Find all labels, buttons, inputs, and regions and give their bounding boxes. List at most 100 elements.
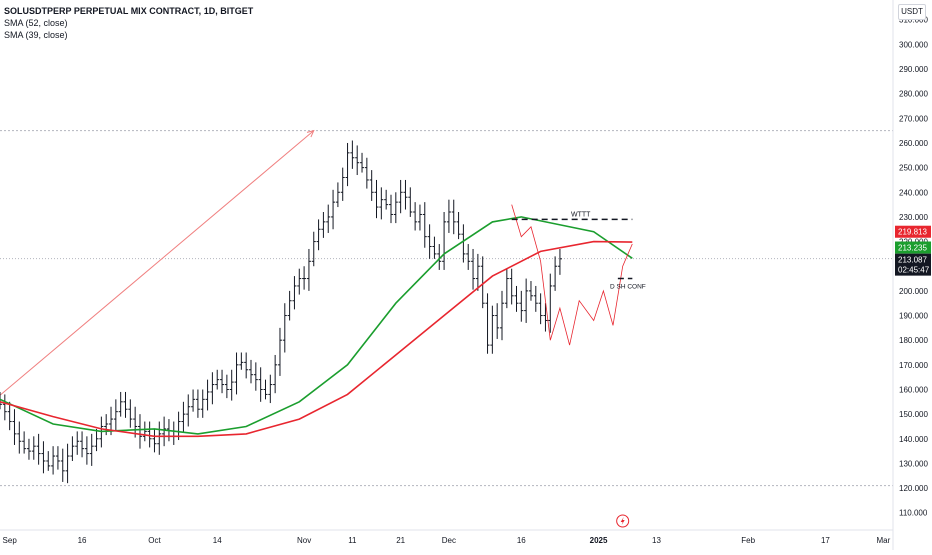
ohlc-bar xyxy=(152,428,157,453)
ohlc-bar xyxy=(437,244,442,270)
ohlc-bar xyxy=(258,367,263,402)
ohlc-bar xyxy=(292,276,297,310)
ohlc-bar xyxy=(200,389,205,418)
ohlc-bar xyxy=(345,142,350,187)
ohlc-bar xyxy=(504,268,509,309)
sma52-line xyxy=(0,240,633,438)
x-tick-label: 2025 xyxy=(590,536,608,545)
ohlc-bar xyxy=(408,187,413,217)
ohlc-bar xyxy=(509,268,514,305)
ohlc-bar xyxy=(55,446,60,470)
ohlc-bar xyxy=(41,441,46,474)
ohlc-bar xyxy=(355,145,360,176)
ohlc-bar xyxy=(500,290,505,341)
ohlc-bar xyxy=(417,204,422,231)
ohlc-bar xyxy=(123,391,128,418)
x-tick-label: 16 xyxy=(517,536,526,545)
ohlc-bar xyxy=(0,391,2,410)
ohlc-bar xyxy=(306,248,311,291)
y-tick-label: 290.000 xyxy=(899,65,928,74)
sma39-legend[interactable]: SMA (39, close) xyxy=(4,30,68,40)
sma52-legend[interactable]: SMA (52, close) xyxy=(4,18,68,28)
trend-arrow-head xyxy=(306,129,315,138)
ohlc-bar xyxy=(51,446,56,475)
y-tick-label: 200.000 xyxy=(899,287,928,296)
ohlc-bar xyxy=(427,224,432,259)
last-price-label: 213.087 xyxy=(898,256,927,265)
ohlc-bar xyxy=(302,266,307,290)
ohlc-bar xyxy=(514,285,519,312)
ohlc-bar xyxy=(36,433,41,465)
x-tick-label: 13 xyxy=(652,536,661,545)
ohlc-bar xyxy=(524,278,529,323)
ohlc-bar xyxy=(84,436,89,465)
x-tick-label: 21 xyxy=(396,536,405,545)
ohlc-bar xyxy=(553,256,558,291)
ohlc-bar xyxy=(253,362,258,391)
ohlc-bar xyxy=(128,399,133,428)
ohlc-bar xyxy=(89,433,94,466)
ohlc-bar xyxy=(331,189,336,230)
ohlc-bar xyxy=(398,179,403,214)
ohlc-bar xyxy=(273,354,278,394)
y-tick-label: 170.000 xyxy=(899,361,928,370)
ohlc-bar xyxy=(181,401,186,433)
ohlc-bar xyxy=(384,189,389,210)
ohlc-bar xyxy=(490,305,495,354)
ohlc-bar xyxy=(162,416,167,447)
y-tick-label: 240.000 xyxy=(899,188,928,197)
ohlc-bar xyxy=(31,436,36,460)
ohlc-bar xyxy=(220,369,225,394)
ohlc-bar xyxy=(7,401,12,431)
ohlc-bar xyxy=(369,170,374,201)
ohlc-bar xyxy=(70,436,75,461)
ohlc-bar xyxy=(282,303,287,353)
ohlc-bar xyxy=(316,219,321,251)
ohlc-bar xyxy=(287,290,292,321)
countdown-label: 02:45:47 xyxy=(898,266,930,275)
ohlc-bar xyxy=(195,389,200,418)
ohlc-bar xyxy=(422,202,427,248)
ohlc-bar xyxy=(485,293,490,354)
ohlc-bar xyxy=(413,202,418,231)
ohlc-bar xyxy=(65,443,70,484)
ohlc-bar xyxy=(335,182,340,208)
ohlc-bar xyxy=(533,285,538,312)
ohlc-bar xyxy=(388,194,393,224)
ohlc-bar xyxy=(456,212,461,240)
ohlc-bar xyxy=(350,140,355,169)
ohlc-bar xyxy=(60,448,65,482)
ohlc-bar xyxy=(393,192,398,224)
ohlc-bar xyxy=(403,179,408,210)
wttt-label: WTTT xyxy=(571,211,591,218)
ohlc-bar xyxy=(26,438,31,460)
x-tick-label: 11 xyxy=(348,536,357,545)
ohlc-bar xyxy=(475,253,480,291)
last-price-bg xyxy=(895,253,931,276)
ohlc-bar xyxy=(12,409,17,445)
ohlc-bar xyxy=(451,199,456,235)
y-tick-label: 150.000 xyxy=(899,410,928,419)
currency-badge[interactable]: USDT xyxy=(898,4,926,20)
y-tick-label: 230.000 xyxy=(899,213,928,222)
lightning-icon xyxy=(620,517,625,525)
ohlc-bar xyxy=(548,273,553,333)
symbol-title[interactable]: SOLUSDTPERP PERPETUAL MIX CONTRACT, 1D, … xyxy=(4,6,254,16)
y-tick-label: 130.000 xyxy=(899,459,928,468)
ohlc-bar xyxy=(466,244,471,270)
y-tick-label: 300.000 xyxy=(899,40,928,49)
ohlc-bar xyxy=(46,451,51,471)
y-tick-label: 250.000 xyxy=(899,164,928,173)
sma39-price-label-bg xyxy=(895,241,931,254)
ohlc-bar xyxy=(239,352,244,370)
sma52-price-label: 219.813 xyxy=(898,228,927,237)
x-tick-label: Mar xyxy=(876,536,890,545)
trend-arrow-line xyxy=(0,130,315,396)
y-tick-label: 160.000 xyxy=(899,385,928,394)
y-tick-label: 310.000 xyxy=(899,16,928,25)
ohlc-bar xyxy=(297,268,302,295)
swing-path xyxy=(511,204,633,346)
ohlc-bar xyxy=(268,374,273,404)
